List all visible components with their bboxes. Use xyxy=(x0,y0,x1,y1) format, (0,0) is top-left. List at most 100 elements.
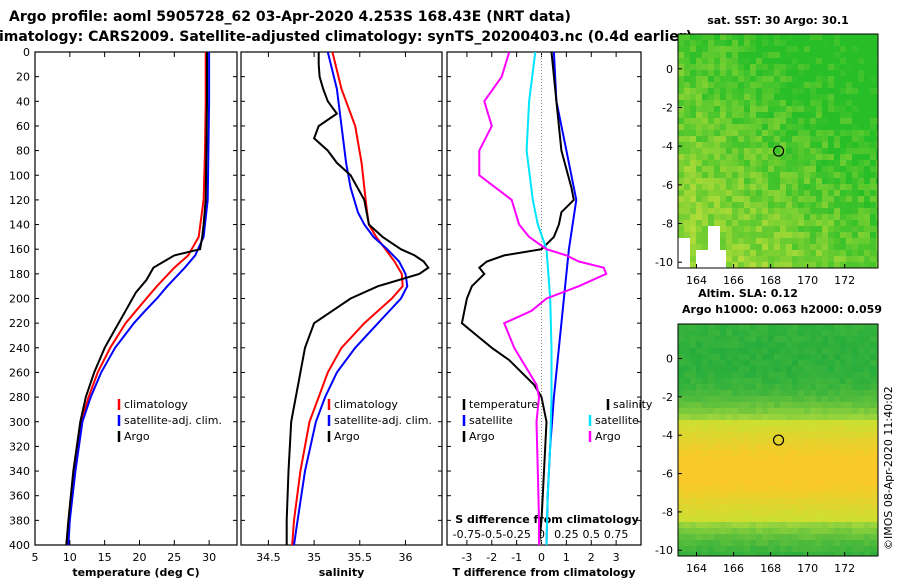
sst_map-cell xyxy=(702,136,708,142)
sst_map-cell xyxy=(876,232,878,238)
sla_map-cell xyxy=(690,480,696,486)
sla_map-cell xyxy=(726,498,732,504)
sst_map-cell xyxy=(696,232,702,238)
sla_map-cell xyxy=(690,528,696,534)
sst_map-cell xyxy=(762,106,768,112)
sla_map-cell xyxy=(870,402,876,408)
sst_map-cell xyxy=(780,106,786,112)
sla_map-cell xyxy=(870,396,876,402)
sla_map-cell xyxy=(876,378,878,384)
sst_map-cell xyxy=(696,52,702,58)
sla_map-cell xyxy=(678,360,684,366)
sst_map-cell xyxy=(678,136,684,142)
sla_map-cell xyxy=(756,354,762,360)
sla_map-cell xyxy=(726,366,732,372)
sla_map-cell xyxy=(762,354,768,360)
sla_map-cell xyxy=(852,390,858,396)
sst_map-cell xyxy=(690,250,696,256)
sla_map-cell xyxy=(780,402,786,408)
sst_map-cell xyxy=(744,130,750,136)
sst_map-cell xyxy=(750,190,756,196)
sst_map-cell xyxy=(810,178,816,184)
sst_map-cell xyxy=(732,172,738,178)
sst_map-cell xyxy=(756,46,762,52)
sla_map-cell xyxy=(804,498,810,504)
sla_map-cell xyxy=(858,432,864,438)
sst_map-cell xyxy=(804,160,810,166)
sst_map-cell xyxy=(870,70,876,76)
sst_map-cell xyxy=(678,178,684,184)
sla_map-cell xyxy=(774,396,780,402)
sst_map-cell xyxy=(810,172,816,178)
sst_map-cell xyxy=(810,262,816,268)
sla_map-cell xyxy=(678,462,684,468)
sla_map-cell xyxy=(840,366,846,372)
sst_map-cell xyxy=(858,136,864,142)
sla_map-cell xyxy=(834,498,840,504)
sst_map-cell xyxy=(696,70,702,76)
sst_map-cell xyxy=(696,118,702,124)
sst_map-cell xyxy=(780,262,786,268)
sla_map-cell xyxy=(684,540,690,546)
sst_map-cell xyxy=(708,82,714,88)
sst_map-cell xyxy=(780,160,786,166)
sla_map-cell xyxy=(768,330,774,336)
depth-tick-label: 360 xyxy=(9,490,30,503)
sla_map-cell xyxy=(780,480,786,486)
sst_map-cell xyxy=(816,46,822,52)
sst_map-cell xyxy=(834,202,840,208)
sla_map-cell xyxy=(738,438,744,444)
sla_map-cell xyxy=(786,552,792,556)
sst_map-cell xyxy=(726,262,732,268)
sla_map-cell xyxy=(750,552,756,556)
sla_map-cell xyxy=(720,462,726,468)
sst_map-cell xyxy=(678,172,684,178)
sst_map-cell xyxy=(840,202,846,208)
sst_map-cell xyxy=(828,202,834,208)
sla_map-cell xyxy=(684,462,690,468)
sla_map-cell xyxy=(846,414,852,420)
sla_map-cell xyxy=(846,330,852,336)
sla_map-cell xyxy=(852,420,858,426)
sst_map-cell xyxy=(756,40,762,46)
sst_map-cell xyxy=(840,88,846,94)
sst_map-cell xyxy=(792,94,798,100)
sst_map-cell xyxy=(852,94,858,100)
sst_map-cell xyxy=(840,58,846,64)
sla_map-cell xyxy=(726,342,732,348)
sla_map-cell xyxy=(804,366,810,372)
sla_map-cell xyxy=(810,420,816,426)
sst_map-cell xyxy=(822,124,828,130)
sst_map-cell xyxy=(804,214,810,220)
sst_map-cell xyxy=(780,64,786,70)
sst_map-cell xyxy=(828,112,834,118)
sst_map-cell xyxy=(750,58,756,64)
sst_map-cell xyxy=(774,148,780,154)
sla_map-cell xyxy=(786,450,792,456)
sst_map-cell xyxy=(792,196,798,202)
sla_map-cell xyxy=(690,450,696,456)
sla_map-cell xyxy=(732,546,738,552)
sst_map-cell xyxy=(792,88,798,94)
sla_map-cell xyxy=(696,408,702,414)
sla_map-cell xyxy=(840,540,846,546)
sst_map-cell xyxy=(738,52,744,58)
sla_map-cell xyxy=(720,474,726,480)
sst_map-cell xyxy=(828,190,834,196)
sst_map-cell xyxy=(744,202,750,208)
sla_map-cell xyxy=(792,426,798,432)
sla_map-cell xyxy=(816,462,822,468)
sst_map-cell xyxy=(876,256,878,262)
sst_map-cell xyxy=(822,214,828,220)
sst_map-cell xyxy=(864,202,870,208)
sst_map-cell xyxy=(792,76,798,82)
sla_map-cell xyxy=(810,534,816,540)
sla_map-cell xyxy=(870,516,876,522)
sla_map-cell xyxy=(786,444,792,450)
sst_map-cell xyxy=(798,148,804,154)
sst_map-cell xyxy=(864,256,870,262)
depth-tick-label: 280 xyxy=(9,391,30,404)
sla_map-cell xyxy=(756,528,762,534)
sst_map-cell xyxy=(708,136,714,142)
sla_map-cell xyxy=(810,342,816,348)
